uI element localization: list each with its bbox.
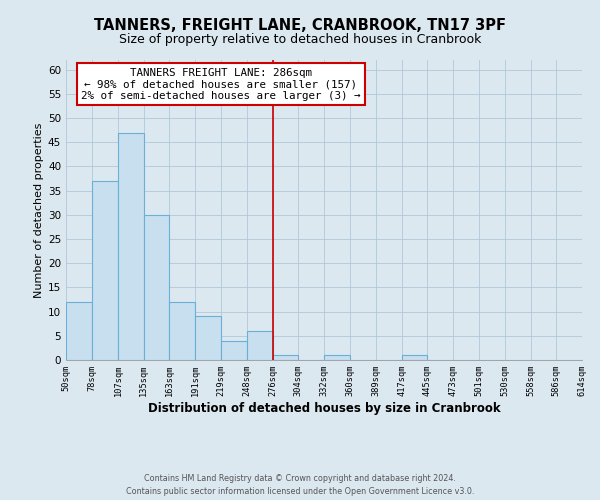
Text: TANNERS FREIGHT LANE: 286sqm
← 98% of detached houses are smaller (157)
2% of se: TANNERS FREIGHT LANE: 286sqm ← 98% of de…: [81, 68, 361, 100]
Bar: [144, 215, 169, 360]
Bar: [247, 331, 273, 360]
Y-axis label: Number of detached properties: Number of detached properties: [34, 122, 44, 298]
Bar: [92, 181, 118, 360]
Bar: [118, 132, 144, 360]
Bar: [402, 355, 427, 360]
Text: TANNERS, FREIGHT LANE, CRANBROOK, TN17 3PF: TANNERS, FREIGHT LANE, CRANBROOK, TN17 3…: [94, 18, 506, 32]
Bar: [324, 355, 350, 360]
Bar: [169, 302, 195, 360]
Bar: [66, 302, 92, 360]
Bar: [221, 340, 247, 360]
Text: Contains HM Land Registry data © Crown copyright and database right 2024.
Contai: Contains HM Land Registry data © Crown c…: [126, 474, 474, 496]
Bar: [273, 355, 298, 360]
X-axis label: Distribution of detached houses by size in Cranbrook: Distribution of detached houses by size …: [148, 402, 500, 415]
Text: Size of property relative to detached houses in Cranbrook: Size of property relative to detached ho…: [119, 32, 481, 46]
Bar: [195, 316, 221, 360]
